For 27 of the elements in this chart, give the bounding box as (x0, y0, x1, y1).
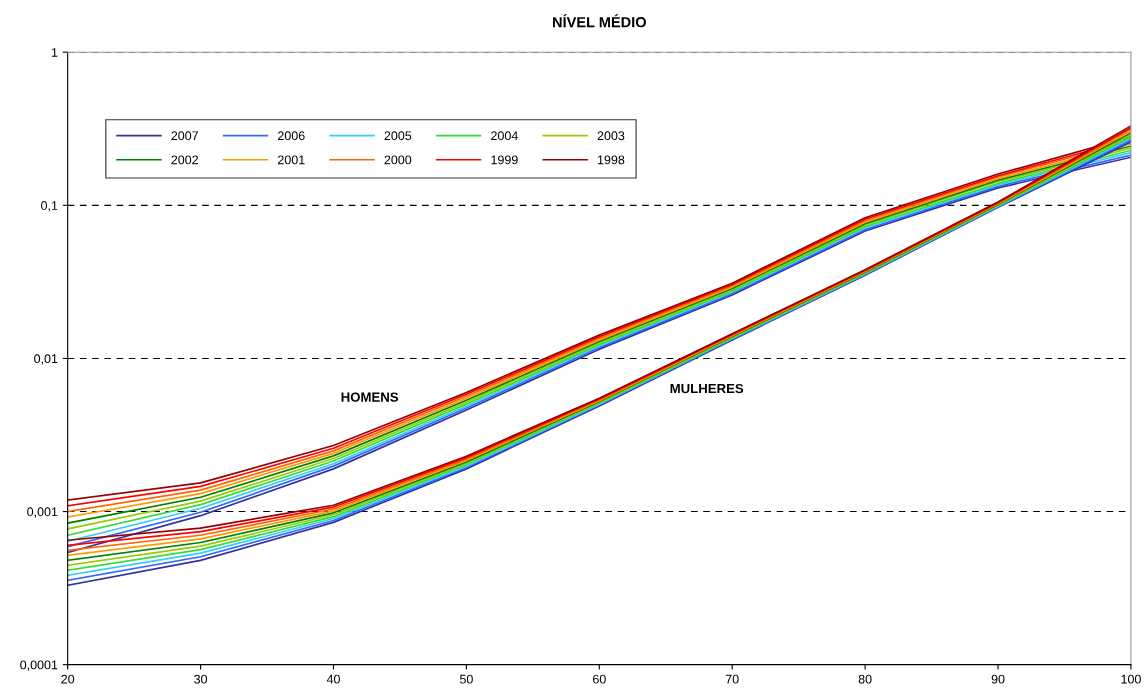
legend-label: 2003 (597, 131, 625, 141)
y-tick-label: 0,1 (41, 201, 58, 212)
y-tick-label: 0,001 (27, 507, 58, 518)
annotation: HOMENS (341, 392, 399, 402)
x-tick-label: 70 (725, 674, 739, 684)
y-tick-label: 0,01 (34, 354, 58, 365)
y-tick-label: 0,0001 (20, 660, 58, 671)
legend-label: 2002 (171, 155, 198, 165)
x-tick-label: 80 (858, 674, 872, 684)
x-tick-label: 60 (592, 674, 606, 684)
x-tick-label: 40 (326, 674, 340, 684)
legend-label: 2001 (278, 155, 305, 165)
x-tick-label: 100 (1121, 674, 1141, 684)
x-tick-label: 30 (194, 674, 208, 684)
legend-label: 2007 (171, 131, 198, 141)
y-tick-label: 1 (51, 48, 58, 57)
annotation: MULHERES (670, 383, 744, 394)
legend-label: 2006 (278, 131, 305, 141)
legend-label: 2000 (384, 155, 412, 165)
x-tick-label: 50 (459, 674, 473, 684)
legend-label: 1998 (597, 155, 625, 165)
legend-label: 1999 (491, 155, 518, 165)
chart-title: NÍVEL MÉDIO (553, 14, 646, 28)
legend-label: 2004 (491, 131, 518, 141)
x-tick-label: 20 (61, 674, 75, 684)
x-tick-label: 90 (991, 674, 1005, 684)
legend-label: 2005 (384, 131, 412, 141)
